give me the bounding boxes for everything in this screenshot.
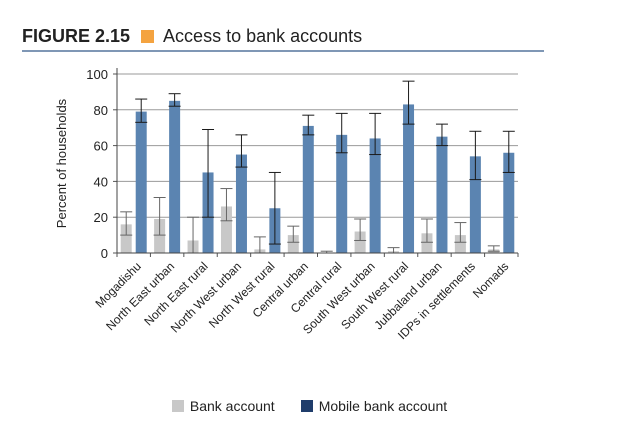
legend-label-bank-account: Bank account: [189, 398, 275, 414]
legend-swatch-bank-account: [171, 400, 184, 412]
orange-square-icon: [141, 29, 155, 43]
legend-label-mobile-bank-account: Mobile bank account: [318, 398, 448, 414]
bar-bank-account: [287, 235, 299, 253]
y-tick-label: 20: [94, 210, 108, 225]
bar-mobile-bank-account: [336, 134, 348, 253]
bar-mobile-bank-account: [436, 136, 448, 253]
bar-mobile-bank-account: [169, 100, 181, 253]
bar-bank-account: [354, 231, 366, 253]
figure-header: FIGURE 2.15 Access to bank accounts: [22, 23, 362, 49]
legend-item-mobile-bank-account: Mobile bank account: [300, 398, 448, 414]
bar-mobile-bank-account: [503, 152, 515, 253]
y-axis-title: Percent of households: [54, 98, 69, 228]
x-tick-label: Nomads: [470, 259, 511, 300]
legend-swatch-mobile-bank-account: [300, 400, 313, 412]
figure-title: Access to bank accounts: [163, 25, 363, 46]
bar-mobile-bank-account: [403, 104, 415, 254]
y-tick-label: 80: [94, 103, 108, 118]
bar-mobile-bank-account: [369, 138, 381, 253]
y-tick-label: 100: [86, 67, 108, 82]
bar-mobile-bank-account: [135, 111, 147, 253]
header-rule: [22, 50, 544, 52]
y-tick-label: 0: [101, 246, 108, 261]
chart-legend: Bank account Mobile bank account: [0, 398, 619, 414]
bar-bank-account: [154, 218, 166, 253]
figure-number: FIGURE 2.15: [22, 25, 131, 46]
bar-mobile-bank-account: [235, 154, 247, 253]
bar-bank-account: [120, 224, 132, 253]
bar-bank-account: [421, 233, 433, 253]
y-tick-label: 60: [94, 139, 108, 154]
bar-bank-account: [220, 206, 232, 253]
bar-bank-account: [454, 235, 466, 253]
y-tick-label: 40: [94, 174, 108, 189]
bar-mobile-bank-account: [302, 125, 314, 253]
legend-item-bank-account: Bank account: [171, 398, 275, 414]
bar-mobile-bank-account: [469, 156, 481, 253]
